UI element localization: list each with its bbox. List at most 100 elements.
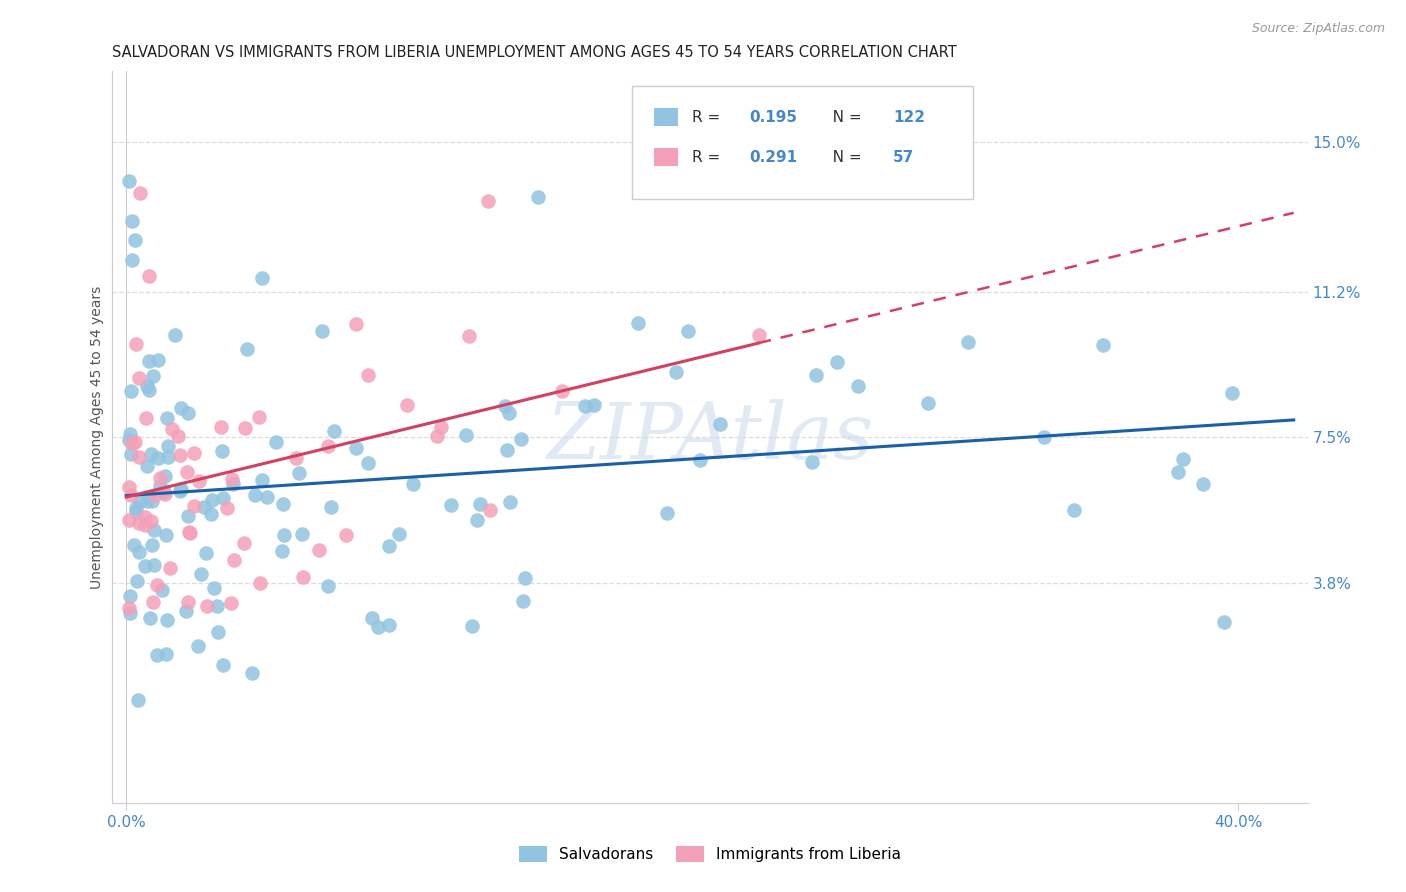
Point	[128, 545, 150, 559]
Point	[222, 553, 245, 567]
Point	[211, 444, 233, 458]
Point	[176, 595, 198, 609]
Point	[159, 561, 181, 575]
Point	[240, 666, 263, 681]
FancyBboxPatch shape	[654, 148, 678, 167]
Point	[201, 493, 224, 508]
Point	[120, 384, 142, 399]
Point	[128, 371, 150, 385]
Point	[1220, 386, 1243, 401]
Point	[498, 406, 520, 420]
Point	[388, 527, 411, 541]
Point	[917, 396, 939, 410]
Point	[322, 424, 344, 438]
Point	[139, 611, 162, 625]
Point	[288, 466, 311, 480]
Point	[170, 401, 193, 415]
Point	[512, 594, 534, 608]
Point	[146, 451, 169, 466]
Point	[457, 328, 479, 343]
Point	[479, 503, 502, 517]
Point	[118, 513, 141, 527]
Point	[128, 450, 150, 465]
Point	[153, 485, 176, 500]
Point	[139, 447, 162, 461]
Point	[118, 601, 141, 615]
Point	[177, 406, 200, 420]
Point	[190, 566, 212, 581]
Point	[316, 579, 339, 593]
Point	[165, 328, 187, 343]
Point	[465, 513, 488, 527]
Point	[430, 419, 453, 434]
Point	[209, 420, 232, 434]
Point	[344, 318, 367, 332]
Point	[121, 214, 143, 228]
Point	[125, 505, 148, 519]
Point	[1091, 337, 1114, 351]
Point	[193, 500, 215, 515]
Point	[311, 325, 333, 339]
Point	[124, 538, 146, 552]
Text: 0.291: 0.291	[749, 150, 797, 165]
Point	[676, 324, 699, 338]
Point	[157, 439, 180, 453]
Point	[121, 253, 143, 268]
Point	[308, 542, 330, 557]
Point	[138, 383, 160, 397]
Point	[169, 484, 191, 499]
FancyBboxPatch shape	[633, 86, 973, 200]
Point	[135, 494, 157, 508]
Point	[187, 639, 209, 653]
Point	[285, 450, 308, 465]
Point	[709, 417, 731, 431]
Point	[170, 482, 193, 496]
Point	[271, 543, 294, 558]
Point	[149, 479, 172, 493]
Legend: Salvadorans, Immigrants from Liberia: Salvadorans, Immigrants from Liberia	[513, 840, 907, 868]
Point	[665, 365, 688, 379]
Point	[582, 398, 605, 412]
Point	[118, 174, 141, 188]
Point	[205, 599, 228, 614]
Point	[142, 369, 165, 384]
Point	[142, 558, 165, 573]
Point	[156, 613, 179, 627]
Point	[367, 620, 389, 634]
Point	[146, 353, 169, 368]
Point	[120, 590, 142, 604]
Text: 0.195: 0.195	[749, 110, 797, 125]
Point	[378, 618, 401, 632]
Point	[344, 441, 367, 455]
Point	[195, 546, 218, 560]
Point	[440, 498, 463, 512]
Point	[356, 368, 378, 382]
Point	[134, 517, 156, 532]
Point	[141, 494, 163, 508]
Point	[291, 527, 314, 541]
Text: R =: R =	[692, 110, 725, 125]
Point	[477, 194, 499, 208]
Point	[146, 578, 169, 592]
Point	[195, 599, 218, 614]
Point	[157, 450, 180, 464]
Point	[134, 559, 156, 574]
Point	[156, 410, 179, 425]
Point	[138, 353, 160, 368]
Point	[188, 474, 211, 488]
Point	[243, 488, 266, 502]
Point	[377, 539, 399, 553]
Point	[167, 429, 190, 443]
Text: SALVADORAN VS IMMIGRANTS FROM LIBERIA UNEMPLOYMENT AMONG AGES 45 TO 54 YEARS COR: SALVADORAN VS IMMIGRANTS FROM LIBERIA UN…	[112, 45, 957, 61]
Point	[125, 336, 148, 351]
Point	[233, 421, 256, 435]
Text: N =: N =	[818, 110, 866, 125]
Point	[513, 571, 536, 585]
Point	[250, 271, 273, 285]
Point	[627, 316, 650, 330]
Point	[135, 411, 157, 425]
Point	[233, 536, 256, 550]
Point	[118, 606, 141, 620]
Point	[316, 439, 339, 453]
Point	[510, 432, 533, 446]
